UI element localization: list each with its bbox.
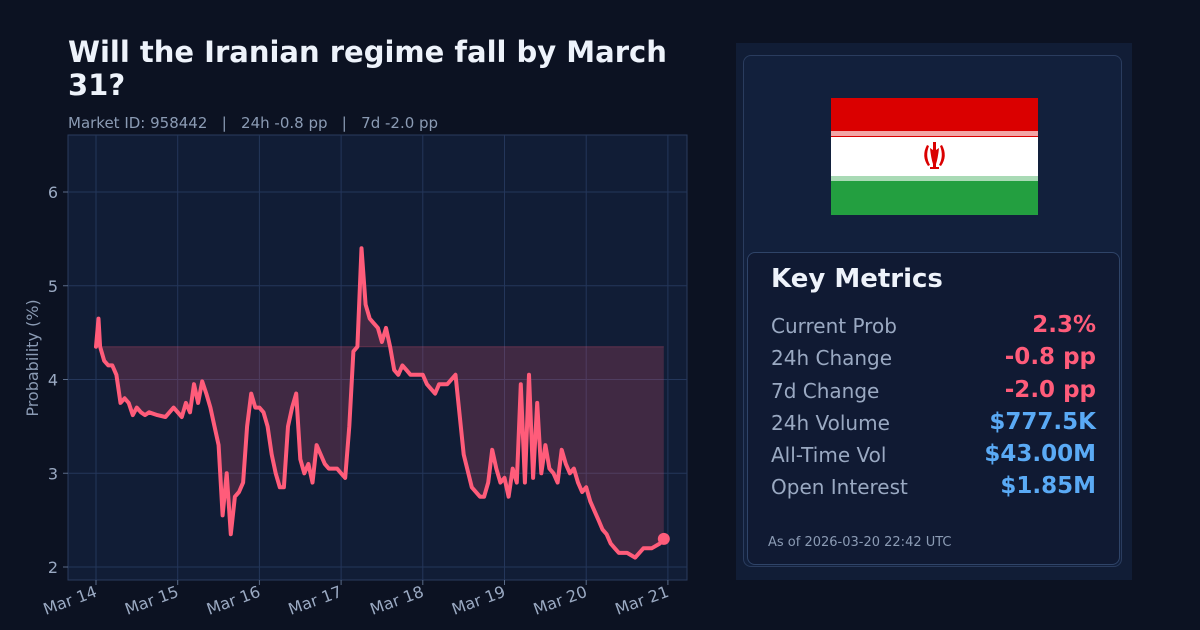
x-tick-label: Mar 16	[204, 582, 263, 619]
as-of-timestamp: As of 2026-03-20 22:42 UTC	[768, 535, 952, 550]
grid-lines	[68, 135, 687, 580]
metric-label: Open Interest	[771, 475, 908, 499]
x-tick-label: Mar 18	[367, 582, 426, 619]
metric-label: All-Time Vol	[771, 443, 887, 467]
metric-value: $777.5K	[989, 409, 1096, 435]
y-tick-label: 3	[48, 464, 58, 483]
metric-label: Current Prob	[771, 314, 897, 338]
x-tick-label: Mar 14	[41, 582, 100, 619]
y-axis-label: Probability (%)	[23, 299, 42, 416]
metric-value: -2.0 pp	[1004, 377, 1096, 403]
metric-current-prob: Current Prob 2.3%	[771, 312, 1096, 344]
metric-value: 2.3%	[1032, 312, 1096, 338]
x-axis: Mar 14 Mar 15 Mar 16 Mar 17 Mar 18 Mar 19 Mar …	[41, 580, 671, 619]
metric-label: 24h Change	[771, 346, 893, 370]
metric-value: -0.8 pp	[1004, 344, 1096, 370]
y-tick-label: 2	[48, 558, 58, 577]
metric-label: 24h Volume	[771, 411, 890, 435]
market-subtitle: Market ID: 958442 | 24h -0.8 pp | 7d -2.…	[68, 114, 439, 132]
plot-area	[67, 134, 688, 581]
metric-7d-change: 7d Change -2.0 pp	[771, 377, 1096, 409]
key-metrics-title: Key Metrics	[771, 264, 943, 294]
x-tick-label: Mar 17	[286, 582, 345, 619]
probability-line	[94, 246, 666, 560]
y-tick-label: 4	[48, 371, 58, 390]
key-metrics-card	[747, 252, 1120, 565]
metric-24h-change: 24h Change -0.8 pp	[771, 344, 1096, 376]
x-tick-label: Mar 20	[531, 582, 590, 619]
metric-all-time-volume: All-Time Vol $43.00M	[771, 441, 1096, 473]
current-value-marker	[657, 532, 670, 545]
y-tick-label: 5	[48, 277, 58, 296]
y-axis: 2 3 4 5 6	[48, 183, 68, 577]
y-tick-label: 6	[48, 183, 58, 202]
metric-24h-volume: 24h Volume $777.5K	[771, 409, 1096, 441]
iran-flag-icon	[831, 98, 1038, 215]
page-title: Will the Iranian regime fall by March 31…	[68, 35, 667, 102]
x-tick-label: Mar 21	[612, 582, 671, 619]
area-fill	[96, 248, 664, 558]
metric-value: $1.85M	[1000, 473, 1096, 499]
metric-value: $43.00M	[984, 441, 1096, 467]
metric-label: 7d Change	[771, 379, 880, 403]
metric-open-interest: Open Interest $1.85M	[771, 473, 1096, 505]
x-tick-label: Mar 19	[449, 582, 508, 619]
x-tick-label: Mar 15	[122, 582, 181, 619]
